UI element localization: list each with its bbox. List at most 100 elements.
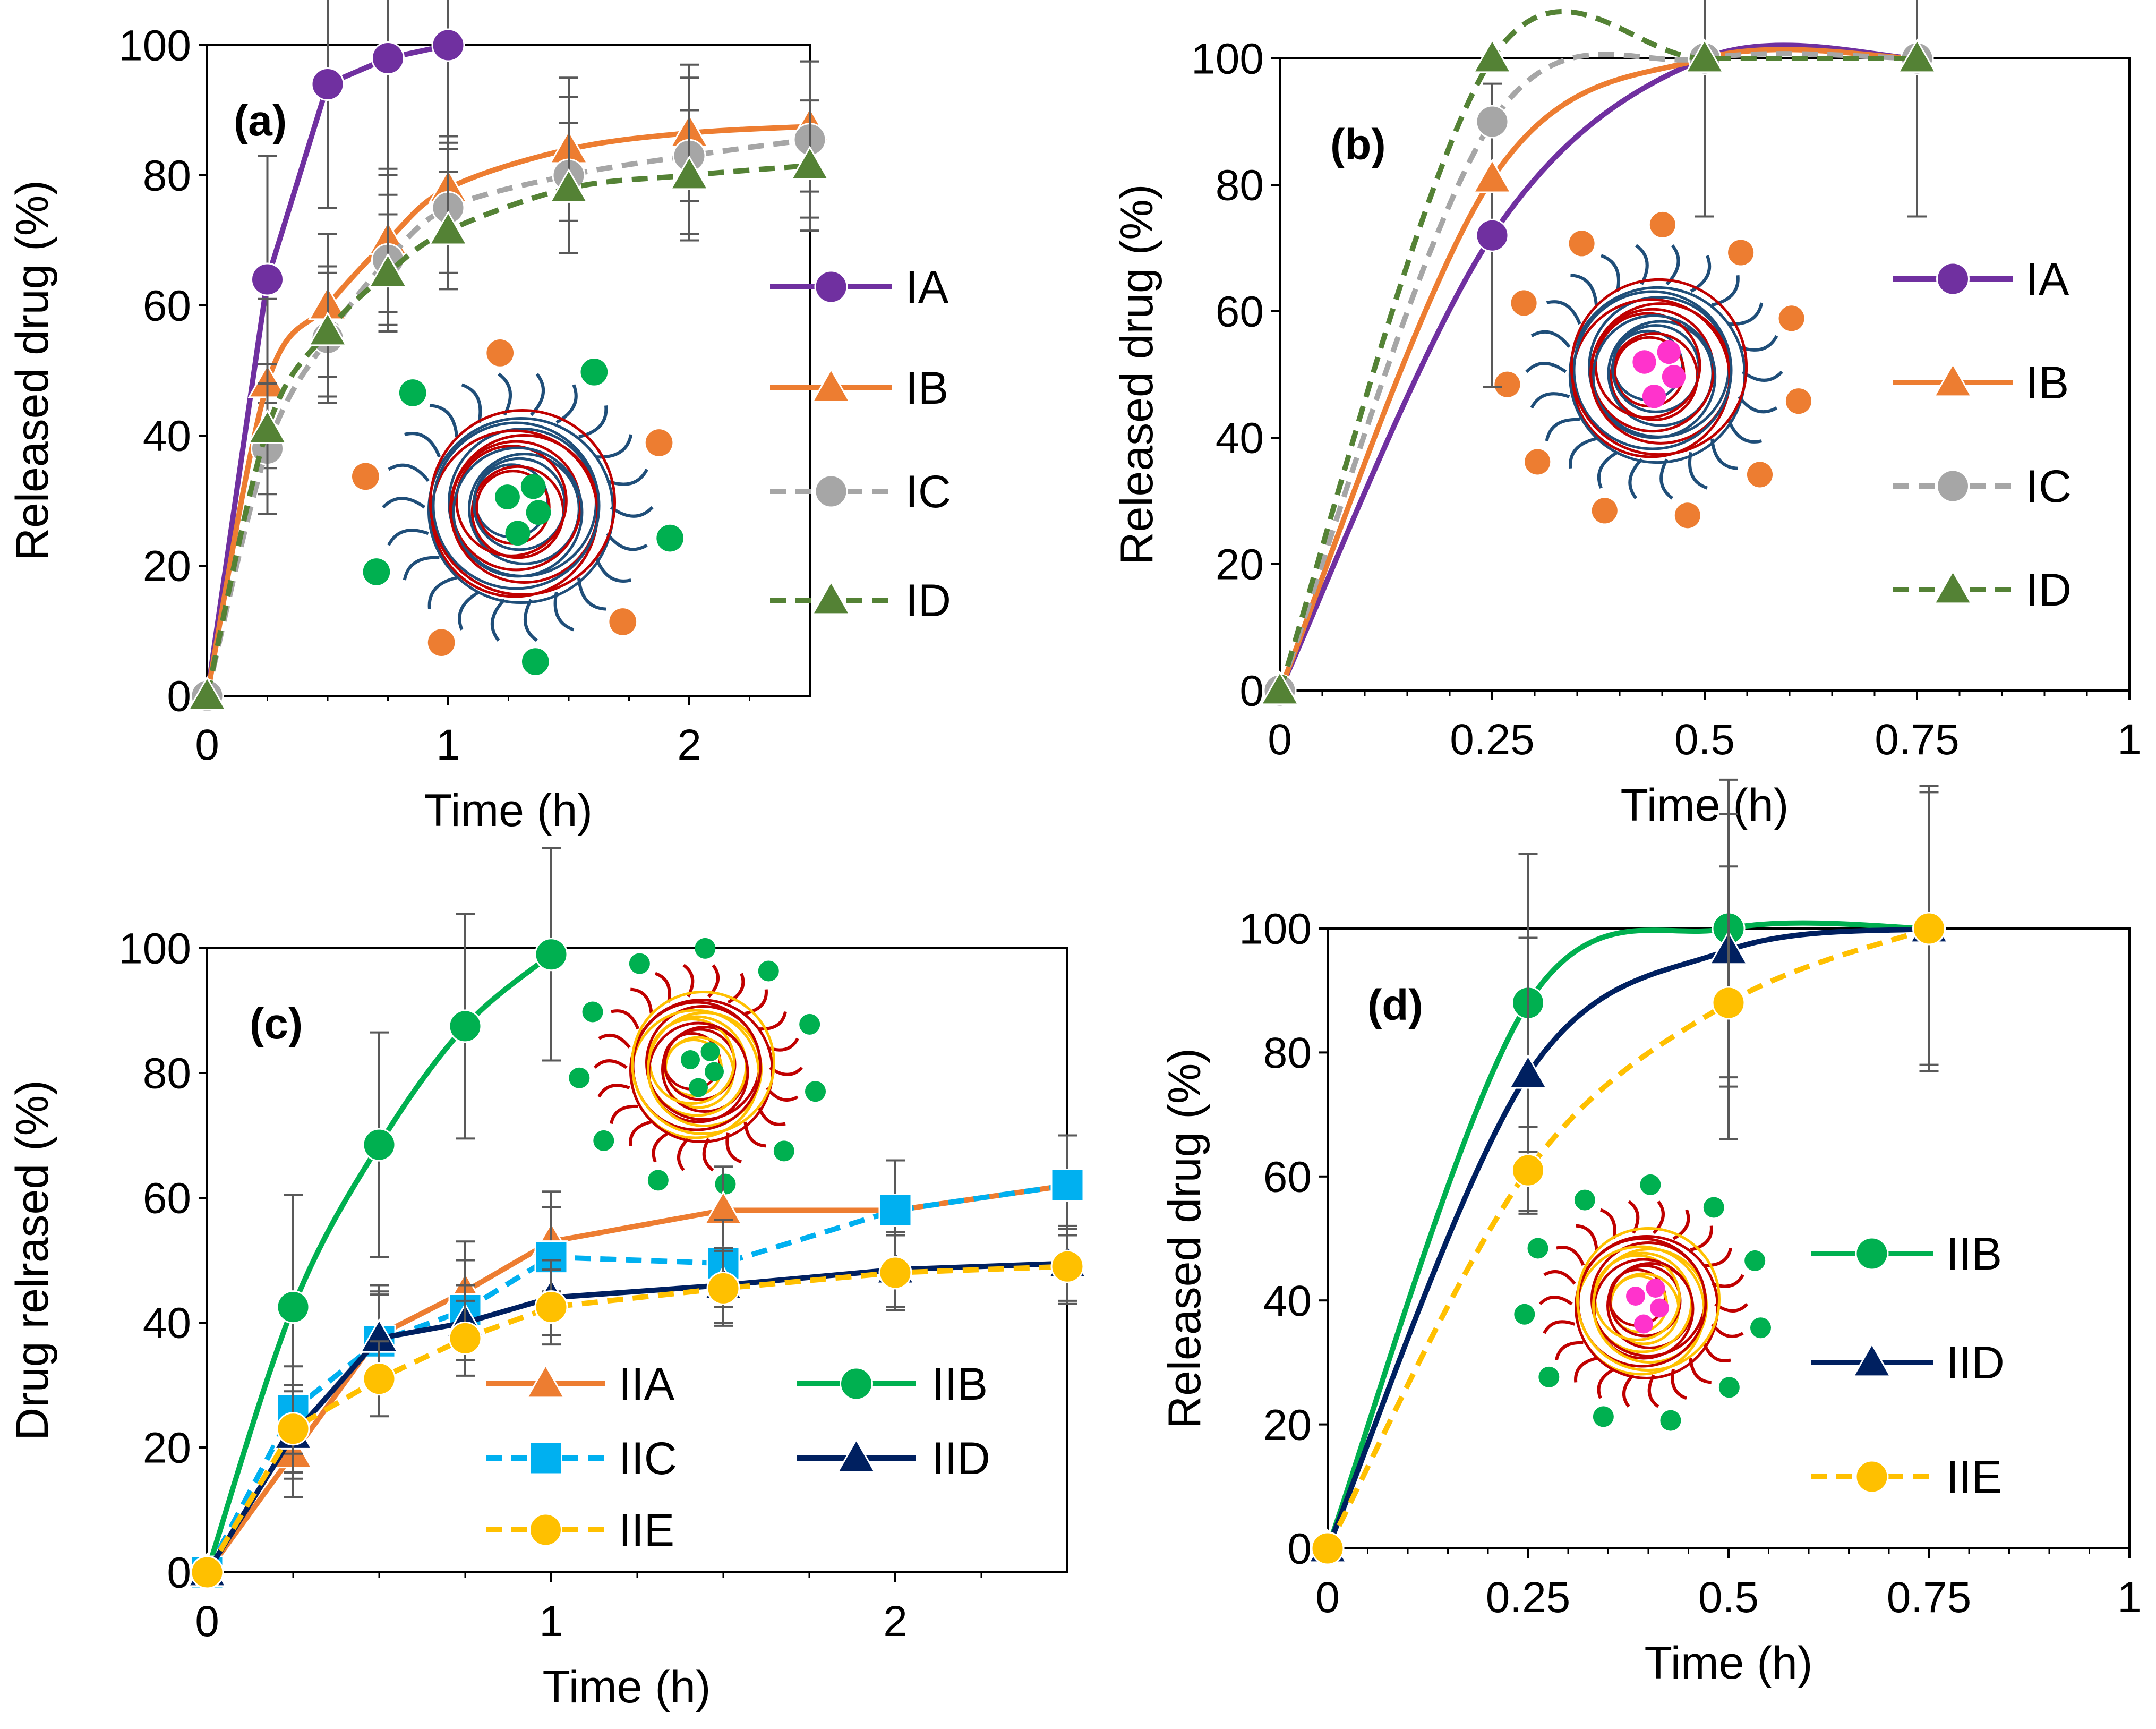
y-tick-label: 60	[143, 282, 191, 330]
data-point	[1260, 670, 1300, 705]
micelle-tail	[702, 1138, 714, 1172]
y-axis-title: Released drug (%)	[1111, 184, 1162, 565]
micelle-tail	[490, 598, 506, 642]
x-tick-label: 0	[195, 1597, 219, 1646]
drug-dot	[580, 358, 608, 386]
legend-label: ID	[905, 575, 951, 626]
drug-dot	[1632, 350, 1656, 374]
y-tick-label: 80	[1216, 161, 1264, 210]
micelle-tail	[1741, 370, 1783, 382]
data-point	[1475, 105, 1509, 139]
micelle-tail	[1628, 458, 1643, 499]
x-tick-label: 0.75	[1887, 1573, 1972, 1622]
micelle-tail	[1530, 330, 1571, 348]
data-point	[1912, 912, 1946, 946]
drug-dot	[1674, 502, 1700, 529]
micelle-tail	[1576, 1224, 1598, 1250]
legend-marker	[1852, 1342, 1892, 1377]
micelle-tail	[1597, 450, 1619, 489]
micelle-tail	[1710, 438, 1738, 470]
data-point	[187, 676, 227, 711]
data-point	[1311, 1531, 1345, 1565]
micelle-tail	[1659, 458, 1674, 500]
y-tick-label: 20	[143, 542, 191, 591]
micelle-core-ring	[1576, 1227, 1721, 1372]
x-tick-label: 0.5	[1674, 716, 1735, 764]
y-tick-label: 60	[1216, 288, 1264, 336]
x-axis-title: Time (h)	[1645, 1638, 1813, 1689]
series-line	[1277, 8, 1917, 692]
drug-dot	[700, 1042, 720, 1061]
series-iid	[1307, 791, 1949, 1563]
drug-dot	[352, 463, 379, 490]
panel-label: (c)	[250, 1000, 303, 1048]
chart-panel-a: 0 20 40 60 80 100 0 1 2 Time (h) Released drug (%)…	[7, 0, 951, 836]
drug-dot	[1574, 1189, 1595, 1211]
drug-dot	[427, 629, 455, 657]
data-point	[311, 67, 345, 101]
y-tick-label: 100	[1239, 905, 1312, 953]
x-tick-label: 0.25	[1486, 1573, 1571, 1622]
y-axis-title: Drug relrased (%)	[7, 1080, 58, 1441]
y-tick-label: 40	[143, 1299, 191, 1348]
drug-dot	[1728, 240, 1754, 266]
data-point	[534, 938, 568, 972]
data-point	[307, 311, 348, 346]
panel-label: (a)	[234, 97, 287, 145]
x-tick-label: 0.75	[1875, 716, 1960, 764]
drug-dot	[609, 608, 637, 635]
data-point	[431, 28, 465, 62]
legend-marker	[814, 474, 848, 508]
micelle-tail	[1672, 1209, 1690, 1240]
drug-dot	[1703, 1197, 1724, 1218]
legend-label: IIB	[932, 1359, 988, 1410]
legend-label: IA	[905, 262, 949, 313]
drug-dot	[505, 521, 531, 546]
micelle-core-ring	[452, 446, 584, 578]
drug-dot	[645, 429, 673, 456]
drug-dot	[681, 1050, 700, 1069]
micelle-tail	[1525, 362, 1567, 373]
x-tick-label: 1	[2117, 716, 2142, 764]
data-point	[371, 41, 405, 75]
legend-marker	[529, 1441, 562, 1475]
drug-dot	[695, 938, 716, 959]
micelle-tail	[1688, 452, 1708, 490]
drug-dot	[1569, 231, 1595, 257]
chart-panel-b: 0 20 40 60 80 100 0 0.25 0.5 0.75 1 Time (h) Release…	[1111, 0, 2142, 831]
drug-dot	[799, 1013, 820, 1035]
drug-dot	[689, 1078, 708, 1097]
micelle-tail	[629, 1120, 652, 1146]
micelle-tail	[610, 506, 654, 518]
micelle-tail	[404, 432, 441, 458]
drug-dot	[1785, 388, 1812, 414]
micelle-tail	[654, 972, 671, 1003]
drug-dot	[1657, 340, 1681, 364]
drug-dot	[1662, 365, 1686, 389]
drug-dot	[1626, 1287, 1645, 1306]
data-point	[1050, 1249, 1084, 1283]
legend-label: IID	[1946, 1338, 2005, 1389]
micelle-tail	[1727, 419, 1763, 444]
drug-dot	[1718, 1377, 1740, 1398]
micelle-tail	[745, 989, 768, 1015]
series-iie	[190, 1228, 1084, 1589]
series-iib	[190, 847, 568, 1589]
data-point	[428, 210, 468, 245]
chart-panel-d: 0 20 40 60 80 100 0 0.25 0.5 0.75 1 Time (h) Release…	[1159, 778, 2142, 1689]
micelle-inset	[1494, 211, 1812, 529]
drug-dot	[1750, 1317, 1772, 1339]
data-point	[878, 1194, 912, 1227]
micelle-tail	[577, 577, 606, 611]
legend: IIB IID IIE	[1811, 1229, 2005, 1503]
micelle-tail	[1543, 1270, 1576, 1285]
x-tick-label: 0	[1268, 716, 1292, 764]
micelle-tail	[1704, 1247, 1732, 1267]
series-line	[204, 952, 553, 1573]
drug-dot	[1650, 1298, 1669, 1318]
micelle-core-ring	[429, 408, 617, 597]
drug-dot	[399, 379, 426, 406]
drug-dot	[705, 1062, 724, 1081]
micelle-tail	[630, 987, 653, 1014]
micelle-tail	[458, 591, 480, 631]
